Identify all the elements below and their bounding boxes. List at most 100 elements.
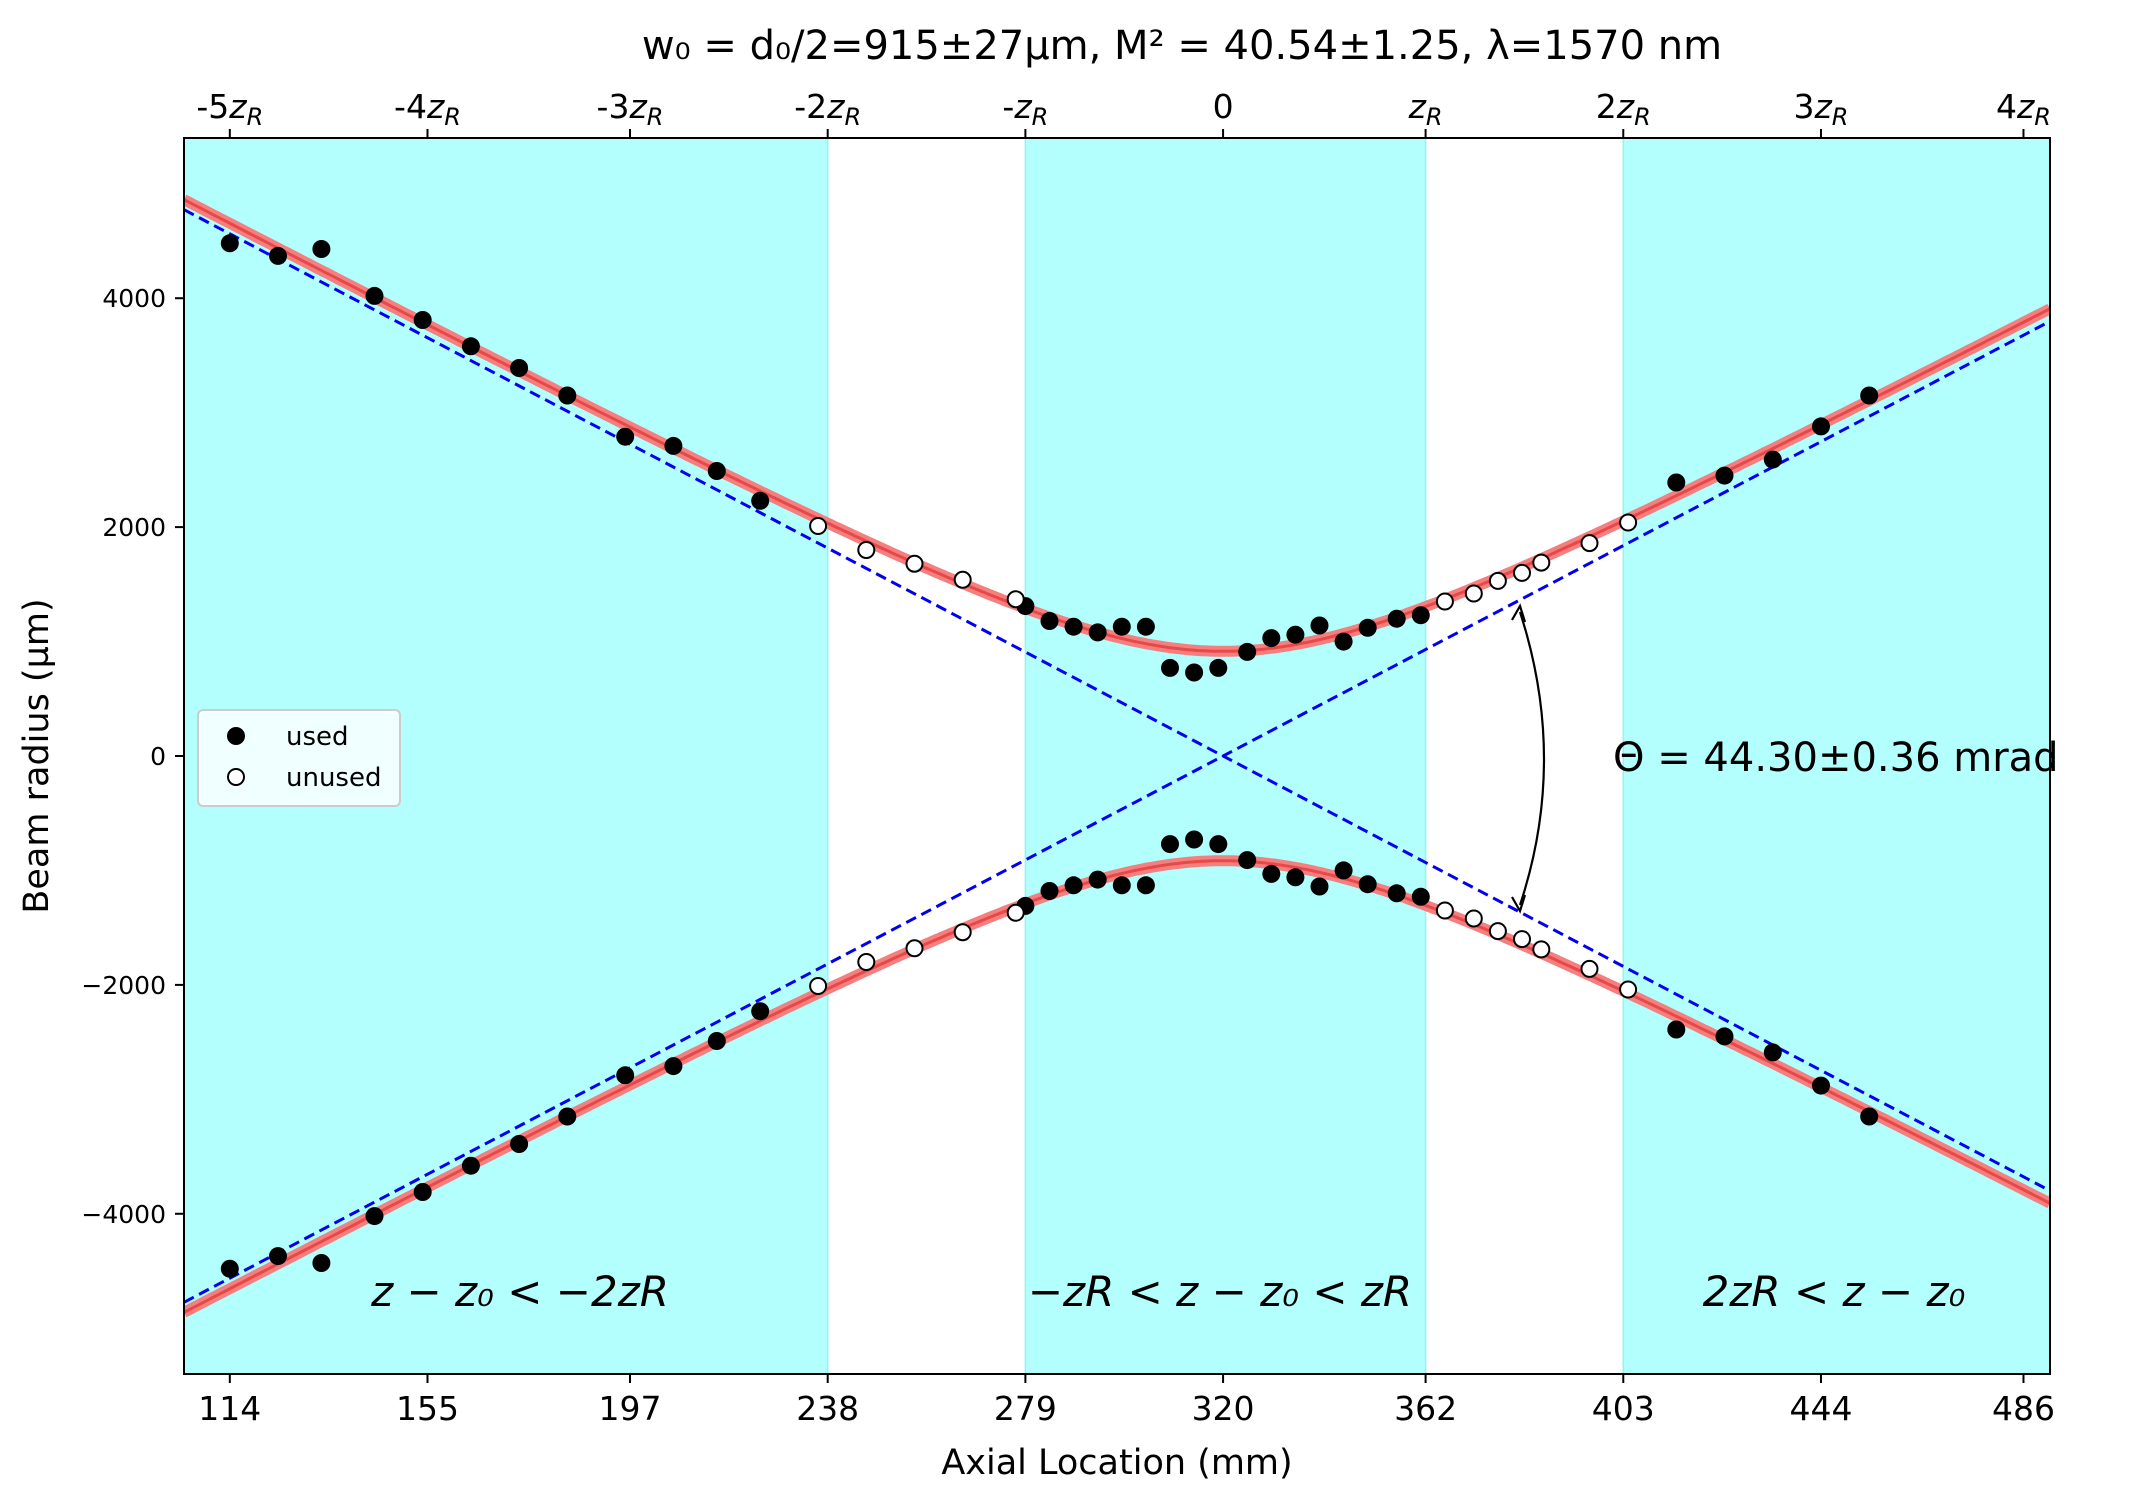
- point-unused: [953, 923, 972, 942]
- top-tick-label: 4zR: [1996, 87, 2051, 131]
- asymptote-lines: [184, 208, 2050, 1304]
- point-unused: [857, 953, 876, 971]
- point-unused: [905, 939, 924, 958]
- point-used: [1262, 629, 1281, 648]
- fit-curve-upper: [184, 198, 2050, 653]
- point-used: [1161, 835, 1179, 854]
- x-tick-label: 155: [396, 1389, 459, 1428]
- point-used: [1334, 861, 1353, 880]
- point-used: [1161, 658, 1179, 677]
- point-used: [1667, 473, 1686, 492]
- point-used: [707, 1032, 726, 1050]
- divergence-arc: [1518, 611, 1546, 906]
- point-used: [461, 337, 480, 356]
- region-label-center: −zR < z − z₀ < zR: [1028, 1267, 1412, 1316]
- fit-curve-lower: [184, 859, 2050, 1314]
- point-unused: [1006, 590, 1025, 609]
- point-used: [220, 1259, 239, 1278]
- legend-marker-unused: [227, 768, 245, 786]
- point-used: [1136, 617, 1155, 636]
- point-used: [1209, 835, 1228, 854]
- point-used: [269, 1247, 287, 1266]
- point-used: [1387, 609, 1406, 628]
- point-unused: [905, 554, 924, 573]
- legend-label-used: used: [286, 722, 349, 752]
- point-used: [1358, 618, 1377, 637]
- point-used: [1310, 616, 1329, 635]
- point-used: [1112, 617, 1131, 636]
- point-used: [664, 1057, 683, 1076]
- point-used: [1088, 623, 1107, 642]
- point-unused: [1435, 901, 1454, 920]
- top-tick-label: 3zR: [1793, 87, 1848, 131]
- y-axis: −4000 −2000 0 2000 4000: [81, 284, 184, 1229]
- top-tick-label: -zR: [1002, 87, 1048, 131]
- point-used: [1812, 1076, 1830, 1095]
- point-unused: [1619, 980, 1638, 999]
- point-used: [1238, 851, 1257, 870]
- point-used: [510, 359, 529, 377]
- point-used: [1334, 632, 1353, 651]
- point-used: [1209, 658, 1228, 677]
- point-used: [1064, 876, 1083, 895]
- point-unused: [1488, 922, 1507, 941]
- region-label-right: 2zR < z − z₀: [1703, 1267, 1966, 1316]
- point-used: [558, 1107, 577, 1126]
- point-unused: [1532, 553, 1551, 572]
- point-unused: [1513, 930, 1531, 949]
- x-tick-label: 403: [1592, 1389, 1655, 1428]
- data-points: [220, 234, 1879, 1278]
- point-unused: [1435, 592, 1454, 611]
- point-unused: [809, 517, 828, 535]
- point-used: [1040, 882, 1059, 900]
- y-tick-label: −2000: [81, 971, 166, 1000]
- point-used: [1112, 876, 1131, 895]
- x-axis-label: Axial Location (mm): [941, 1443, 1292, 1483]
- point-unused: [953, 570, 972, 589]
- point-used: [1763, 1043, 1782, 1062]
- x-tick-label: 486: [1992, 1389, 2055, 1428]
- x-tick-label: 279: [994, 1389, 1057, 1428]
- point-used: [312, 240, 331, 258]
- point-used: [558, 386, 577, 405]
- point-used: [1387, 884, 1406, 903]
- x-tick-label: 444: [1789, 1389, 1852, 1428]
- point-unused: [1513, 563, 1531, 582]
- fit-curves: [184, 194, 2050, 1318]
- point-unused: [1464, 909, 1483, 928]
- point-used: [1262, 864, 1281, 883]
- top-tick-label: zR: [1408, 87, 1443, 131]
- point-used: [1763, 450, 1782, 469]
- top-tick-label: 2zR: [1596, 87, 1651, 131]
- point-used: [1310, 877, 1329, 896]
- point-used: [1040, 612, 1059, 630]
- legend: used unused: [197, 709, 401, 807]
- x-axis-bottom: 114 155 197 238 279 320 362 403 444 486: [198, 1374, 2055, 1428]
- asymptote-rising: [184, 208, 2050, 1193]
- top-tick-label: 0: [1213, 87, 1234, 126]
- point-used: [1411, 887, 1430, 906]
- point-used: [1136, 876, 1155, 895]
- point-used: [365, 286, 384, 305]
- point-used: [616, 427, 635, 446]
- point-unused: [1488, 571, 1507, 590]
- point-used: [616, 1066, 635, 1085]
- point-used: [1812, 417, 1830, 436]
- point-used: [1715, 1027, 1734, 1046]
- point-used: [365, 1207, 384, 1226]
- point-used: [1860, 386, 1879, 405]
- y-axis-label: Beam radius (µm): [17, 598, 57, 913]
- point-used: [1715, 466, 1734, 485]
- arrowhead-top: [1511, 603, 1527, 623]
- point-used: [220, 234, 239, 253]
- divergence-annotation: Θ = 44.30±0.36 mrad: [1613, 735, 2059, 781]
- point-used: [751, 491, 770, 510]
- y-tick-label: 0: [150, 742, 166, 771]
- point-unused: [1532, 940, 1551, 959]
- point-used: [1185, 830, 1204, 849]
- legend-marker-used: [227, 727, 245, 745]
- x-axis-top: -5zR -4zR -3zR -2zR -zR 0 zR 2zR 3zR 4zR: [196, 87, 2051, 138]
- point-unused: [1619, 513, 1638, 532]
- point-used: [413, 311, 432, 329]
- top-tick-label: -4zR: [394, 87, 461, 131]
